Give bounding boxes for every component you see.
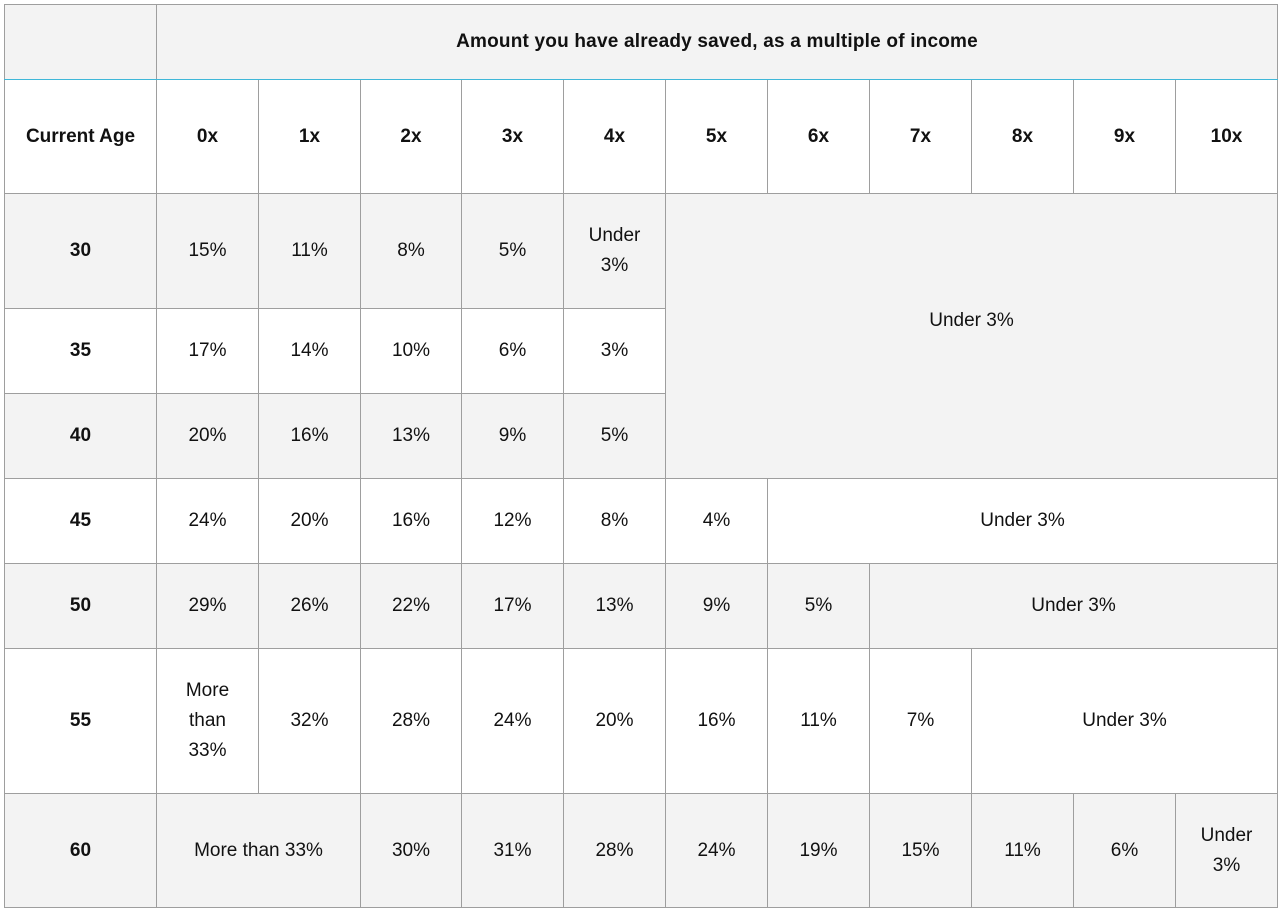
table-row: 45 24% 20% 16% 12% 8% 4% Under 3% [4,478,1279,564]
column-header-4x: 4x [563,79,666,194]
table-cell: 20% [156,393,259,479]
table-cell: 9% [665,563,768,649]
table-cell: 5% [461,193,564,309]
column-header-8x: 8x [971,79,1074,194]
table-cell: 20% [563,648,666,794]
column-header-2x: 2x [360,79,462,194]
table-cell: 24% [461,648,564,794]
table-row: 40 20% 16% 13% 9% 5% [4,393,1278,479]
table-cell: 31% [461,793,564,908]
table-cell: 15% [869,793,972,908]
age-cell: 50 [4,563,157,649]
table-cell: 5% [767,563,870,649]
table-cell: 6% [461,308,564,394]
table-cell: 13% [563,563,666,649]
table-cell: 8% [563,478,666,564]
corner-cell [4,4,157,80]
table-cell: More than 33% [156,648,259,794]
age-cell: 60 [4,793,157,908]
table-cell: 32% [258,648,361,794]
table-cell: 24% [156,478,259,564]
table-cell: 29% [156,563,259,649]
table-cell: 19% [767,793,870,908]
table-cell: 17% [156,308,259,394]
table-cell: 6% [1073,793,1176,908]
table-cell: 9% [461,393,564,479]
table-cell: 16% [360,478,462,564]
age-cell: 35 [4,308,157,394]
table-row: 30 15% 11% 8% 5% Under 3% Under 3% [4,193,1279,479]
merged-cell: Under 3% [868,563,1279,649]
table-row: 50 29% 26% 22% 17% 13% 9% 5% Under 3% [4,563,1279,649]
column-header-3x: 3x [461,79,564,194]
table-cell: 22% [360,563,462,649]
table-cell: 28% [563,793,666,908]
table-row: 60 More than 33% 30% 31% 28% 24% 19% 15%… [4,793,1279,908]
table-cell: 11% [971,793,1074,908]
table-cell: 16% [665,648,768,794]
age-cell: 40 [4,393,157,479]
table-cell: 14% [258,308,361,394]
table-cell: 8% [360,193,462,309]
table-cell: 7% [869,648,972,794]
table-cell: 20% [258,478,361,564]
table-cell: 5% [563,393,666,479]
table-cell: Under 3% [563,193,666,309]
savings-rate-table: Amount you have already saved, as a mult… [4,4,1279,908]
merged-cell: Under 3% [766,478,1279,564]
table-cell: 4% [665,478,768,564]
merged-cell: Under 3% [970,648,1279,794]
table-cell: 11% [258,193,361,309]
table-row: 35 17% 14% 10% 6% 3% [4,308,1278,394]
age-column-header: Current Age [4,79,157,194]
column-header-5x: 5x [665,79,768,194]
table-cell: 30% [360,793,462,908]
table-cell: 13% [360,393,462,479]
table-cell: 15% [156,193,259,309]
column-header-9x: 9x [1073,79,1176,194]
table-cell: 12% [461,478,564,564]
table-cell: Under 3% [1174,793,1279,908]
merged-cell: Under 3% [664,193,1279,479]
table-cell: 16% [258,393,361,479]
age-cell: 55 [4,648,157,794]
table-cell: 17% [461,563,564,649]
age-cell: 30 [4,193,157,309]
table-cell: 24% [665,793,768,908]
table-cell: 3% [563,308,666,394]
column-header-1x: 1x [258,79,361,194]
column-header-6x: 6x [767,79,870,194]
column-header-0x: 0x [156,79,259,194]
merged-cell: More than 33% [156,793,361,908]
table-cell: 10% [360,308,462,394]
table-cell: 26% [258,563,361,649]
table-title: Amount you have already saved, as a mult… [155,4,1279,80]
column-header-10x: 10x [1174,79,1279,194]
age-cell: 45 [4,478,157,564]
table-row: 55 More than 33% 32% 28% 24% 20% 16% 11%… [4,648,1279,794]
column-header-7x: 7x [869,79,972,194]
table-cell: 28% [360,648,462,794]
table-cell: 11% [767,648,870,794]
